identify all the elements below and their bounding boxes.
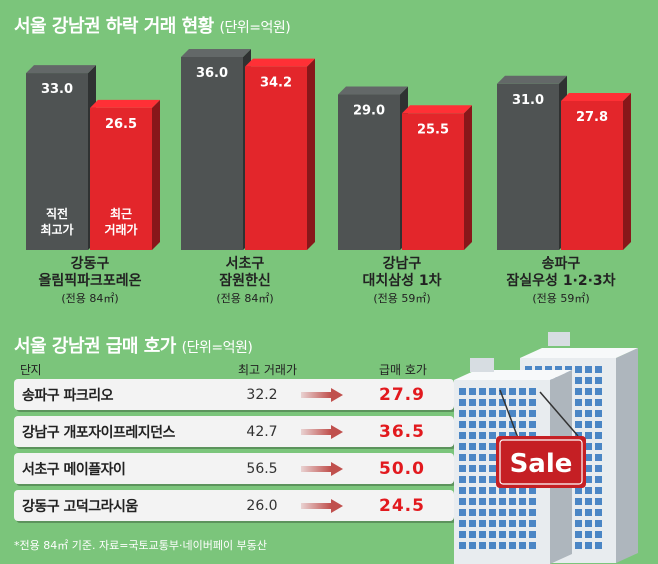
bar-front: [338, 94, 400, 251]
arrow-icon: [292, 498, 352, 513]
table-header: 단지 최고 거래가 급매 호가: [14, 359, 454, 379]
row-name: 강동구 고덕그라시움: [22, 498, 138, 515]
bar-value-label: 33.0: [41, 82, 73, 97]
row-top-price: 42.7: [246, 423, 278, 440]
table-row: 송파구 파크리오 32.2 27.9: [14, 379, 454, 410]
sale-sign: Sale: [496, 436, 586, 488]
bar-top: [497, 75, 567, 84]
bar-value-label: 31.0: [512, 93, 544, 108]
arrow-icon: [292, 461, 352, 476]
bar-top: [90, 99, 160, 108]
bar-value-label: 27.8: [576, 110, 608, 125]
category-area: (전용 59㎡): [373, 292, 430, 305]
series-label: 거래가: [104, 222, 137, 237]
sale-sign-text: Sale: [510, 449, 573, 479]
header-name: 단지: [20, 362, 42, 377]
bar-top: [561, 92, 631, 101]
row-name: 강남구 개포자이프레지던스: [22, 424, 175, 441]
table-rows: 송파구 파크리오 32.2 27.9 강남구 개포자이프레지던스 42.7 36.…: [14, 379, 454, 521]
bar-recent-trade-1: 34.2: [245, 58, 315, 251]
rooftop-unit: [470, 358, 494, 372]
header-top: 최고 거래가: [238, 362, 298, 377]
row-sale-price: 36.5: [379, 421, 425, 442]
row-name: 송파구 파크리오: [22, 387, 114, 404]
series-label: 직전: [46, 206, 68, 221]
series-label: 최근: [110, 206, 132, 221]
row-sale-price: 24.5: [379, 495, 425, 516]
footnote: *전용 84㎡ 기준. 자료=국토교통부·네이버페이 부동산: [14, 539, 267, 552]
bar-front: [181, 57, 243, 250]
bar-value-label: 29.0: [353, 104, 385, 119]
bar-front: [26, 73, 88, 250]
bar-previous-high-1: 36.0: [181, 49, 251, 250]
bar-value-label: 26.5: [105, 117, 137, 132]
bar-front: [90, 107, 152, 250]
chart-unit: (단위=억원): [219, 20, 291, 36]
category-area: (전용 84㎡): [216, 292, 273, 305]
category-area: (전용 59㎡): [532, 292, 589, 305]
category-complex: 잠실우성 1·2·3차: [506, 272, 615, 289]
category-complex: 대치삼성 1차: [362, 273, 441, 289]
table-title-text: 서울 강남권 급매 호가: [14, 336, 176, 357]
bar-top: [338, 86, 408, 95]
bar-previous-high-3: 31.0: [497, 75, 567, 250]
bar-top: [26, 65, 96, 74]
category-district: 송파구: [542, 256, 581, 272]
table-unit: (단위=억원): [181, 340, 253, 356]
category-district: 서초구: [226, 256, 265, 272]
bar-previous-high-2: 29.0: [338, 86, 408, 251]
table-row: 강남구 개포자이프레지던스 42.7 36.5: [14, 416, 454, 447]
bar-recent-trade-3: 27.8: [561, 92, 631, 250]
bar-side: [623, 92, 631, 250]
bar-front: [561, 100, 623, 250]
rooftop-unit: [548, 332, 570, 346]
category-district: 강남구: [383, 255, 422, 272]
row-top-price: 32.2: [246, 386, 278, 403]
bar-front: [402, 113, 464, 251]
row-top-price: 26.0: [246, 497, 278, 514]
category-complex: 잠원한신: [219, 272, 271, 289]
table-row: 서초구 메이플자이 56.5 50.0: [14, 453, 454, 484]
arrow-icon: [292, 424, 352, 439]
row-sale-price: 50.0: [379, 458, 425, 479]
category-area: (전용 84㎡): [61, 292, 118, 305]
bar-top: [402, 105, 472, 114]
sale-table: 단지 최고 거래가 급매 호가 송파구 파크리오 32.2 27.9 강남구 개포…: [14, 359, 454, 527]
arrow-icon: [292, 387, 352, 402]
chart-title-text: 서울 강남권 하락 거래 현황: [14, 16, 214, 37]
bar-side: [464, 105, 472, 251]
bar-side: [152, 99, 160, 250]
bar-front: [497, 83, 559, 250]
row-top-price: 56.5: [246, 460, 278, 477]
sale-building-illustration: Sale: [454, 332, 638, 564]
bar-front: [245, 66, 307, 251]
bar-value-label: 36.0: [196, 66, 228, 81]
row-sale-price: 27.9: [379, 384, 425, 405]
header-sale: 급매 호가: [379, 362, 427, 377]
table-row: 강동구 고덕그라시움 26.0 24.5: [14, 490, 454, 521]
chart-title: 서울 강남권 하락 거래 현황 (단위=억원): [14, 12, 291, 38]
series-label: 최고가: [40, 222, 73, 237]
bar-side: [307, 58, 315, 251]
bar-top: [181, 49, 251, 57]
row-name: 서초구 메이플자이: [22, 461, 126, 478]
category-complex: 올림픽파크포레온: [38, 272, 141, 289]
bar-top: [245, 58, 315, 67]
category-district: 강동구: [71, 255, 110, 272]
bar-recent-trade-2: 25.5: [402, 105, 472, 251]
bar-value-label: 34.2: [260, 76, 292, 91]
table-title: 서울 강남권 급매 호가 (단위=억원): [14, 332, 253, 358]
bar-value-label: 25.5: [417, 122, 449, 137]
